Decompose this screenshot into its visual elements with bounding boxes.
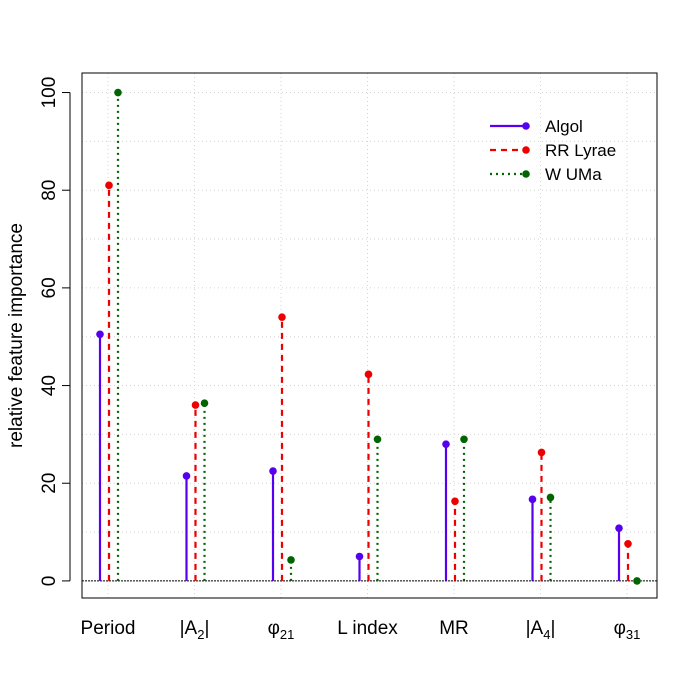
x-tick-label: φ31 [614,618,641,642]
y-axis-title: relative feature importance [6,223,27,448]
x-axis: Period |A2| φ21 L index MR |A4| φ31 [81,618,641,642]
point-algol [96,330,104,339]
y-tick-label: 100 [39,77,60,109]
legend-point [522,170,530,178]
point-w-uma [287,556,295,564]
point-rr-lyrae [537,448,546,457]
point-w-uma [114,88,122,97]
point-algol [355,552,364,561]
point-w-uma [200,399,209,407]
x-tick-label: |A2| [180,618,210,642]
y-axis: 0 20 40 60 80 100 [39,77,71,587]
point-w-uma [460,435,468,444]
x-tick-label: L index [337,618,398,639]
y-tick-label: 40 [39,375,60,396]
x-tick-label: φ21 [268,618,295,642]
plot-frame [81,72,658,599]
y-tick-label: 60 [39,277,60,298]
x-tick-label: |A4| [526,618,556,642]
point-algol [269,467,277,475]
point-rr-lyrae [278,313,286,321]
point-rr-lyrae [364,370,373,379]
x-tick-label: Period [81,618,136,639]
legend-label: Algol [545,117,583,136]
point-algol [182,472,191,480]
legend-point [522,146,530,154]
y-tick-label: 20 [39,473,60,494]
point-rr-lyrae [451,497,459,506]
x-tick-label: MR [439,618,469,639]
point-w-uma [373,435,382,444]
point-algol [528,495,537,504]
point-w-uma [633,577,641,585]
legend-label: RR Lyrae [545,141,616,160]
legend: Algol RR Lyrae W UMa [490,117,616,184]
point-rr-lyrae [624,539,632,548]
lollipop-marks [96,88,641,585]
y-tick-label: 80 [39,180,60,201]
point-algol [615,524,623,532]
legend-label: W UMa [545,165,602,184]
point-rr-lyrae [105,181,113,190]
y-tick-label: 0 [39,576,60,587]
point-w-uma [546,493,555,502]
legend-point [522,122,530,130]
point-algol [442,440,450,448]
point-rr-lyrae [191,401,200,409]
